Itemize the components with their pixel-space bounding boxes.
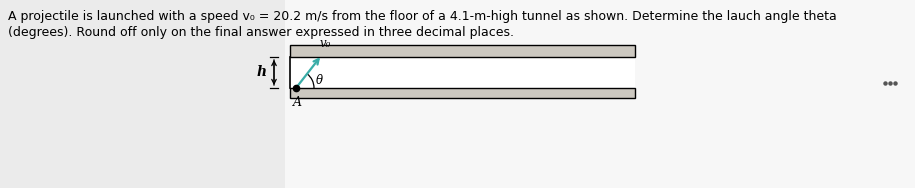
Text: h: h [257,65,267,80]
Text: (degrees). Round off only on the final answer expressed in three decimal places.: (degrees). Round off only on the final a… [8,26,514,39]
Polygon shape [290,45,635,57]
Text: θ: θ [316,74,323,87]
Text: v₀: v₀ [320,37,331,50]
Polygon shape [0,0,285,188]
Polygon shape [290,88,635,98]
Text: A projectile is launched with a speed v₀ = 20.2 m/s from the floor of a 4.1-m-hi: A projectile is launched with a speed v₀… [8,10,836,23]
Polygon shape [290,57,635,98]
Text: A: A [293,96,302,109]
